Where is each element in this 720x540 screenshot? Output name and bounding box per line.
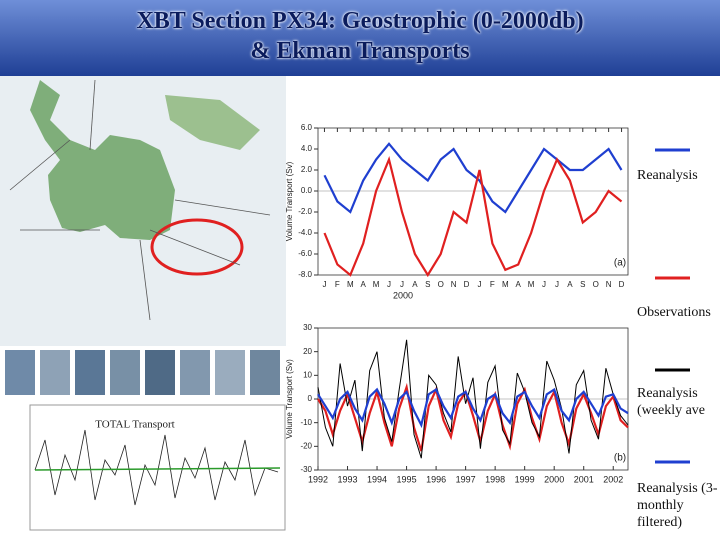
x-tick-label: 1997 bbox=[456, 474, 476, 484]
panel-label: (a) bbox=[614, 258, 626, 269]
x-tick-label: J bbox=[542, 280, 546, 289]
y-tick-label: 4.0 bbox=[301, 144, 313, 153]
y-tick-label: 0.0 bbox=[301, 186, 313, 195]
series-line bbox=[317, 387, 629, 429]
map-land bbox=[165, 95, 260, 150]
x-tick-label: 1992 bbox=[308, 474, 328, 484]
x-tick-label: F bbox=[490, 280, 495, 289]
x-tick-label: 1998 bbox=[485, 474, 505, 484]
inset-chart bbox=[29, 404, 286, 531]
legend-label: Observations bbox=[637, 305, 711, 320]
x-tick-label: A bbox=[361, 280, 367, 289]
x-tick-label: S bbox=[580, 280, 585, 289]
x-tick-label: N bbox=[606, 280, 612, 289]
x-tick-label: N bbox=[451, 280, 457, 289]
x-tick-label: M bbox=[502, 280, 509, 289]
series-line bbox=[317, 382, 629, 452]
x-tick-label: F bbox=[335, 280, 340, 289]
x-tick-label: M bbox=[528, 280, 535, 289]
x-tick-label: 1994 bbox=[367, 474, 387, 484]
xbt-lines bbox=[9, 79, 271, 321]
series-line bbox=[323, 142, 623, 214]
y-tick-label: -20 bbox=[300, 441, 312, 450]
x-tick-label: A bbox=[516, 280, 522, 289]
y-tick-label: -4.0 bbox=[298, 228, 312, 237]
inset-series bbox=[34, 429, 279, 506]
y-tick-label: 10 bbox=[303, 370, 312, 379]
legend-label: Reanalysis (3-monthly filtered) bbox=[637, 481, 718, 530]
photo-strip bbox=[5, 350, 280, 395]
y-tick-label: 20 bbox=[303, 347, 312, 356]
x-tick-label: J bbox=[400, 280, 404, 289]
map-land bbox=[30, 80, 175, 240]
title-line: XBT Section PX34: Geostrophic (0-2000db) bbox=[136, 8, 584, 34]
x-tick-label: M bbox=[373, 280, 380, 289]
y-tick-label: -10 bbox=[300, 418, 312, 427]
x-tick-label: 2001 bbox=[574, 474, 594, 484]
x-tick-label: 1999 bbox=[515, 474, 535, 484]
x-tick-label: O bbox=[593, 280, 599, 289]
x-tick-label: M bbox=[347, 280, 354, 289]
x-tick-label: 2000 bbox=[544, 474, 564, 484]
x-tick-label: D bbox=[464, 280, 470, 289]
x-tick-label: 1996 bbox=[426, 474, 446, 484]
series-line bbox=[323, 155, 623, 278]
x-tick-label: O bbox=[438, 280, 444, 289]
y-tick-label: -6.0 bbox=[298, 249, 312, 258]
series-line bbox=[317, 339, 629, 459]
x-tick-label: 2002 bbox=[603, 474, 623, 484]
highlight-ellipse bbox=[150, 218, 244, 276]
x-tick-label: A bbox=[567, 280, 573, 289]
x-tick-label: J bbox=[555, 280, 559, 289]
plot-frame bbox=[317, 127, 629, 276]
y-tick-label: -2.0 bbox=[298, 207, 312, 216]
x-tick-label: J bbox=[477, 280, 481, 289]
y-tick-label: -30 bbox=[300, 465, 312, 474]
panel-label: (b) bbox=[614, 453, 626, 464]
inset-mean bbox=[34, 467, 281, 471]
y-tick-label: 2.0 bbox=[301, 165, 313, 174]
x-tick-label: 1993 bbox=[338, 474, 358, 484]
y-axis-label: Volume Transport (Sv) bbox=[285, 161, 294, 241]
y-tick-label: 6.0 bbox=[301, 123, 313, 132]
x-tick-label: J bbox=[387, 280, 391, 289]
x-axis-label: 2000 bbox=[393, 290, 413, 300]
y-axis-label: Volume Transport (Sv) bbox=[285, 359, 294, 439]
inset-label: TOTAL Transport bbox=[95, 419, 175, 431]
legend-label: Reanalysis (weekly ave bbox=[637, 386, 706, 418]
x-tick-label: 1995 bbox=[397, 474, 417, 484]
legend-label: Reanalysis bbox=[637, 168, 698, 183]
header-band bbox=[0, 0, 720, 76]
y-tick-label: 0 bbox=[308, 394, 313, 403]
x-tick-label: S bbox=[425, 280, 430, 289]
x-tick-label: A bbox=[412, 280, 418, 289]
slide-title: XBT Section PX34: Geostrophic (0-2000db)… bbox=[0, 6, 720, 66]
x-tick-label: D bbox=[619, 280, 625, 289]
y-tick-label: 30 bbox=[303, 323, 312, 332]
y-tick-label: -8.0 bbox=[298, 270, 312, 279]
title-line: & Ekman Transports bbox=[250, 38, 470, 64]
x-tick-label: J bbox=[322, 280, 326, 289]
